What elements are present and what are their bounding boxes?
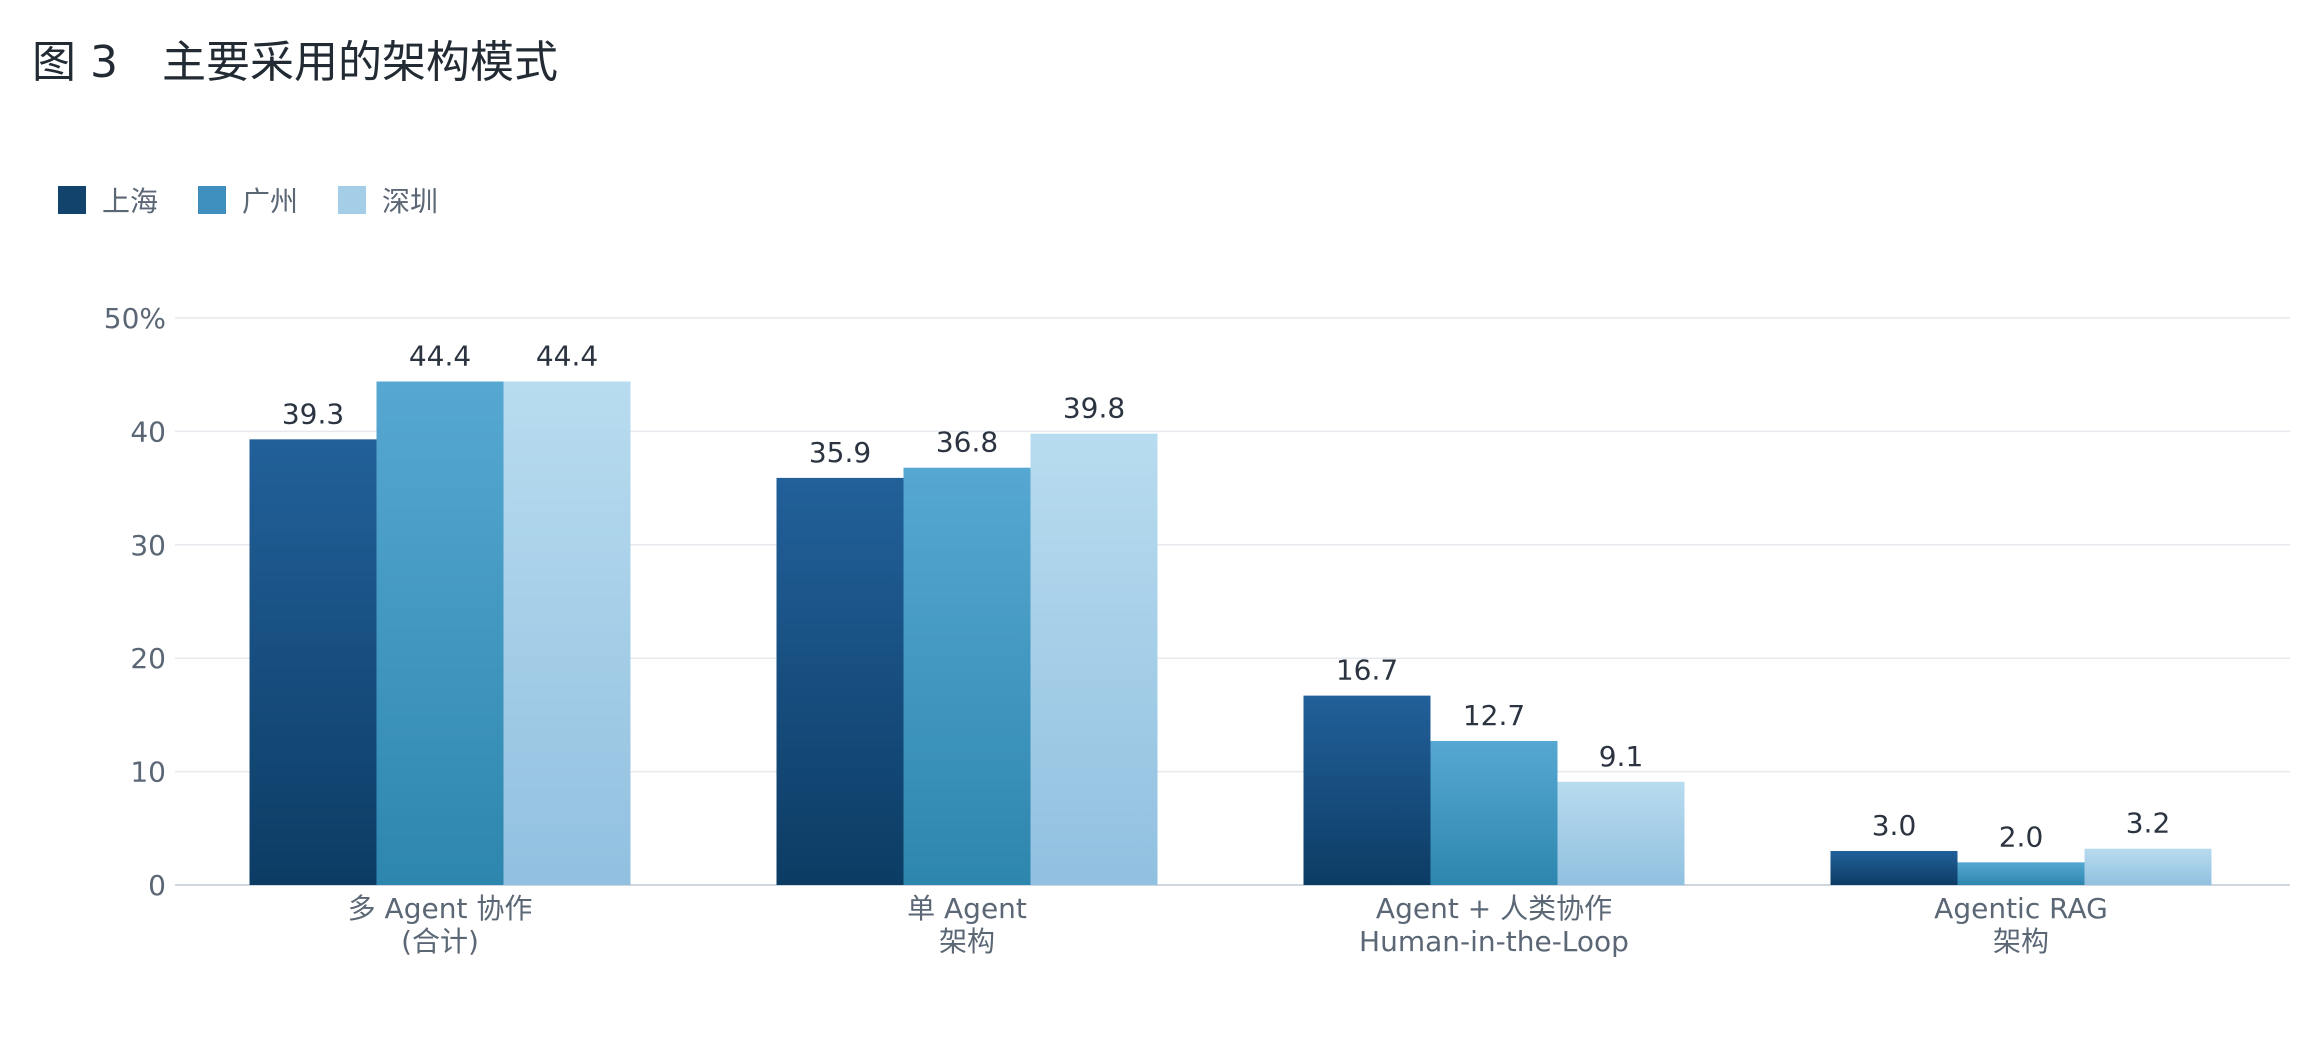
- bar-0-0: [249, 439, 377, 885]
- chart-title: 图 3 主要采用的架构模式: [32, 37, 558, 88]
- y-tick-label: 0: [148, 869, 166, 902]
- x-category-label: (合计): [401, 925, 479, 958]
- legend-label-shenzhen: 深圳: [382, 185, 439, 218]
- value-label: 2.0: [1999, 820, 2044, 853]
- bar-1-0: [376, 381, 504, 885]
- x-category-label: 架构: [1993, 925, 2049, 958]
- bar-2-0: [503, 381, 631, 885]
- bars: [249, 381, 2212, 885]
- x-category-label: 单 Agent: [907, 892, 1027, 925]
- x-category-label: Agent + 人类协作: [1376, 892, 1612, 925]
- legend-swatch-shenzhen: [338, 186, 367, 214]
- bar-2-2: [1557, 781, 1685, 885]
- y-tick-label: 10: [130, 756, 166, 789]
- legend-swatch-shanghai: [58, 186, 86, 214]
- x-category-label: Agentic RAG: [1934, 892, 2108, 925]
- bar-0-1: [776, 477, 904, 885]
- y-tick-label: 50%: [104, 302, 166, 335]
- value-label: 9.1: [1599, 740, 1644, 773]
- value-label: 36.8: [936, 426, 998, 459]
- value-label: 12.7: [1463, 699, 1525, 732]
- value-label: 16.7: [1336, 654, 1398, 687]
- y-axis-ticks: 0 10 20 30 40 50%: [104, 302, 166, 902]
- value-label: 44.4: [409, 340, 471, 373]
- value-label: 3.2: [2126, 807, 2171, 840]
- bar-0-3: [1830, 850, 1958, 885]
- value-label: 44.4: [536, 340, 598, 373]
- value-label: 3.0: [1872, 809, 1917, 842]
- bar-2-3: [2084, 848, 2212, 885]
- y-tick-label: 30: [130, 529, 166, 562]
- value-label: 39.3: [282, 397, 344, 430]
- x-category-label: 多 Agent 协作: [348, 892, 533, 925]
- x-category-label: 架构: [939, 925, 995, 958]
- x-category-label: Human-in-the-Loop: [1359, 925, 1629, 958]
- legend-label-shanghai: 上海: [102, 185, 159, 218]
- legend-item-guangzhou: 广州: [198, 180, 298, 220]
- value-labels: 39.3 44.4 44.4 35.9 36.8 39.8 16.7 12.7 9.1 3.0 2.…: [282, 340, 2170, 854]
- legend-swatch-guangzhou: [198, 186, 227, 214]
- legend-label-guangzhou: 广州: [242, 185, 299, 218]
- bar-2-1: [1030, 433, 1158, 885]
- y-tick-label: 40: [130, 415, 166, 448]
- bar-1-1: [903, 467, 1031, 885]
- legend-item-shanghai: 上海: [58, 180, 158, 220]
- legend: 上海 广州 深圳: [58, 180, 438, 220]
- value-label: 35.9: [809, 436, 871, 469]
- y-tick-label: 20: [130, 642, 166, 675]
- bar-0-2: [1303, 695, 1431, 885]
- value-label: 39.8: [1063, 392, 1125, 425]
- legend-item-shenzhen: 深圳: [338, 180, 438, 220]
- bar-1-3: [1957, 862, 2085, 885]
- bar-1-2: [1430, 740, 1558, 885]
